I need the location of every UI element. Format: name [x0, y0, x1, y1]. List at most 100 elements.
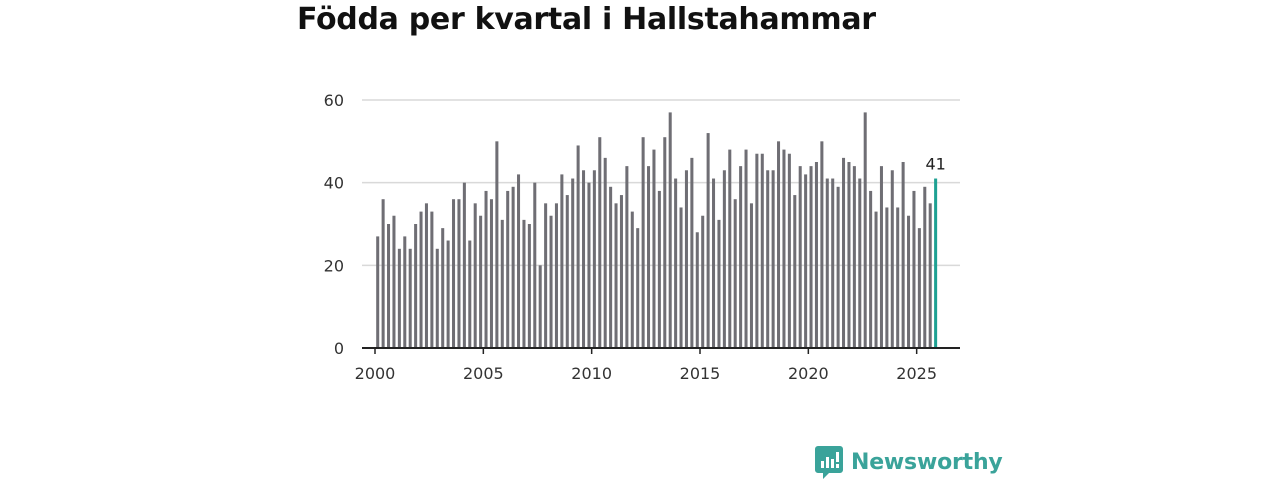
bar [668, 112, 672, 349]
bar [777, 141, 781, 348]
bar [522, 219, 526, 348]
bar [890, 170, 894, 348]
bar [636, 228, 640, 348]
bar [500, 219, 504, 348]
bar [657, 190, 661, 348]
bar [457, 199, 461, 348]
bar [684, 170, 688, 348]
bar [836, 186, 840, 348]
bar [712, 178, 716, 348]
bar [739, 166, 743, 348]
newsworthy-icon [815, 446, 843, 479]
bar [722, 170, 726, 348]
highlight-value-label: 41 [925, 155, 945, 174]
x-tick-label: 2010 [571, 364, 612, 383]
x-tick-label: 2005 [463, 364, 504, 383]
bar [625, 166, 629, 348]
bar [376, 236, 380, 348]
bar [874, 211, 878, 348]
bar [397, 248, 401, 348]
y-tick-label: 20 [324, 256, 344, 275]
bar [479, 215, 483, 348]
bar [847, 162, 851, 348]
bar [695, 232, 699, 348]
bar [885, 207, 889, 348]
bar [825, 178, 829, 348]
bar [928, 203, 932, 348]
x-axis-labels: 2000 2005 2010 2015 2020 2025 [355, 364, 937, 383]
bar [679, 207, 683, 348]
bar [733, 199, 737, 348]
bar [527, 224, 531, 348]
bar [717, 219, 721, 348]
bar [787, 153, 791, 348]
bar [387, 224, 391, 348]
bar [798, 166, 802, 348]
bar [842, 157, 846, 348]
bar [549, 215, 553, 348]
bar [554, 203, 558, 348]
bar [896, 207, 900, 348]
bar [809, 166, 813, 348]
bar [462, 182, 466, 348]
bar [609, 186, 613, 348]
brand-name: Newsworthy [851, 450, 1003, 475]
x-axis-ticks [374, 348, 918, 354]
bar [403, 236, 407, 348]
bar [907, 215, 911, 348]
bar [630, 211, 634, 348]
bar [571, 178, 575, 348]
bar [495, 141, 499, 348]
bar [728, 149, 732, 348]
bar [392, 215, 396, 348]
bar [560, 174, 564, 348]
bar [852, 166, 856, 348]
x-tick-label: 2015 [680, 364, 721, 383]
bar [706, 133, 710, 348]
bar [435, 248, 439, 348]
bar [473, 203, 477, 348]
bar [489, 199, 493, 348]
bar [576, 145, 580, 348]
bar [538, 265, 542, 348]
bar [424, 203, 428, 348]
bar [663, 137, 667, 348]
bar [771, 170, 775, 348]
bar [441, 228, 445, 348]
bar-highlight [934, 178, 938, 348]
newsworthy-logo: Newsworthy [815, 446, 1003, 479]
bar [923, 186, 927, 348]
bar [879, 166, 883, 348]
bar [544, 203, 548, 348]
bar [863, 112, 867, 349]
bars [376, 112, 938, 349]
bar [749, 203, 753, 348]
bar [511, 186, 515, 348]
bar [484, 190, 488, 348]
bar [652, 149, 656, 348]
chart-title: Födda per kvartal i Hallstahammar [297, 2, 876, 37]
y-tick-label: 40 [324, 174, 344, 193]
bar [766, 170, 770, 348]
bar [690, 157, 694, 348]
bar [804, 174, 808, 348]
bar [820, 141, 824, 348]
y-tick-label: 60 [324, 91, 344, 110]
bar [755, 153, 759, 348]
bar [452, 199, 456, 348]
y-tick-label: 0 [334, 339, 344, 358]
bar [468, 240, 472, 348]
bar [619, 195, 623, 348]
bar [793, 195, 797, 348]
bar [446, 240, 450, 348]
bar [869, 190, 873, 348]
bar [917, 228, 921, 348]
bar [614, 203, 618, 348]
bar [641, 137, 645, 348]
bar [647, 166, 651, 348]
bar [674, 178, 678, 348]
bar [419, 211, 423, 348]
bar [506, 190, 510, 348]
bar [701, 215, 705, 348]
